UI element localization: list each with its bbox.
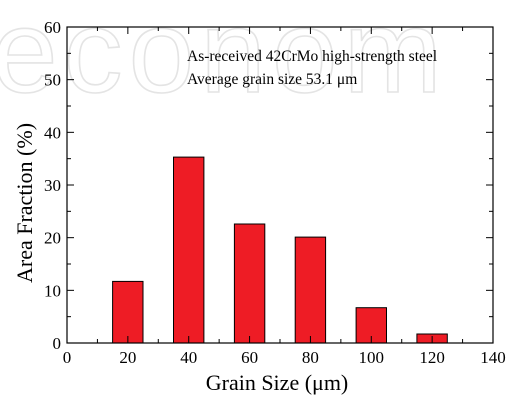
- x-tick-label: 100: [359, 348, 385, 367]
- x-tick-label: 80: [302, 348, 319, 367]
- x-tick-label: 60: [241, 348, 258, 367]
- y-axis-label: Area Fraction (%): [12, 123, 37, 283]
- y-tick-label: 40: [44, 123, 61, 142]
- x-tick-label: 20: [119, 348, 136, 367]
- bar-80: [294, 236, 327, 344]
- y-tick-label: 10: [44, 281, 61, 300]
- annotation-grain-size: Average grain size 53.1 μm: [187, 71, 357, 88]
- y-tick-label: 0: [53, 334, 62, 353]
- x-tick-labels: 0 20 40 60 80 100 120 140: [63, 348, 506, 367]
- x-tick-label: 120: [419, 348, 445, 367]
- y-tick-labels: 0 10 20 30 40 50 60: [44, 18, 61, 353]
- bar-60: [233, 223, 266, 344]
- annotation-material: As-received 42CrMo high-strength steel: [187, 48, 437, 65]
- watermark: econom: [0, 0, 448, 118]
- bar-40: [173, 156, 205, 344]
- y-tick-label: 60: [44, 18, 61, 37]
- bars: [112, 156, 448, 344]
- bar-20: [112, 280, 144, 344]
- y-tick-label: 30: [44, 176, 61, 195]
- y-tick-label: 50: [44, 71, 61, 90]
- x-tick-label: 140: [480, 348, 506, 367]
- x-tick-label: 0: [63, 348, 72, 367]
- x-axis-label: Grain Size (μm): [206, 370, 349, 395]
- x-tick-label: 40: [180, 348, 197, 367]
- plot-frame: [66, 26, 494, 344]
- y-tick-label: 20: [44, 229, 61, 248]
